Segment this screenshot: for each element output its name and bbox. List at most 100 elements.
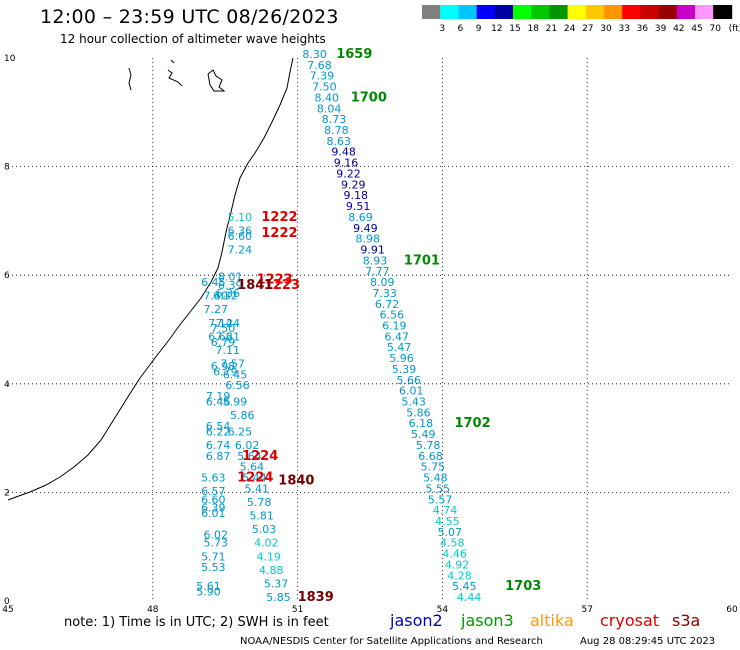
wave-height-label: 7.27 bbox=[203, 303, 228, 316]
wave-height-label: 6.45 bbox=[201, 276, 226, 289]
wave-height-label: 6.98 bbox=[211, 360, 236, 373]
x-tick-label: 54 bbox=[437, 605, 449, 615]
map-axes: 45 48 51 54 57 60 0 2 4 6 8 10 bbox=[2, 54, 738, 615]
island-path bbox=[128, 67, 132, 91]
legend-tick-label: 27 bbox=[582, 24, 593, 34]
wave-height-label: 6.66 bbox=[208, 330, 233, 343]
wave-height-label: 6.46 bbox=[206, 396, 231, 409]
wave-height-label: 8.09 bbox=[370, 276, 395, 289]
wave-height-label: 5.47 bbox=[387, 341, 412, 354]
pass-time-label: 1703 bbox=[505, 579, 541, 594]
wave-height-label: 6.32 bbox=[213, 290, 238, 303]
legend-swatch bbox=[549, 5, 569, 19]
wave-height-label: 5.99 bbox=[223, 396, 248, 409]
legend-tick-label: 70 bbox=[709, 24, 721, 34]
wave-height-label: 5.37 bbox=[264, 577, 289, 590]
wave-height-label: 5.63 bbox=[201, 472, 226, 485]
wave-height-label: 5.44 bbox=[242, 472, 266, 485]
wave-height-label: 4.46 bbox=[442, 548, 467, 561]
wave-height-label: 7.33 bbox=[372, 287, 397, 300]
legend-tick-label: 30 bbox=[600, 24, 612, 34]
legend-tick-label: 33 bbox=[618, 24, 629, 34]
pass-time-label: 1700 bbox=[351, 90, 387, 105]
wave-height-label: 8.04 bbox=[317, 102, 342, 115]
wave-height-label: 6.74 bbox=[206, 439, 231, 452]
wave-height-label: 6.02 bbox=[235, 439, 260, 452]
wave-height-label: 4.44 bbox=[457, 591, 482, 604]
wave-height-label: 7.40 bbox=[203, 290, 228, 303]
wave-height-label: 9.49 bbox=[353, 222, 378, 235]
wave-height-label: 4.02 bbox=[254, 537, 279, 550]
wave-height-label: 5.71 bbox=[201, 550, 226, 563]
wave-height-label: 5.43 bbox=[401, 396, 426, 409]
wave-height-label: 9.91 bbox=[360, 243, 385, 256]
wave-height-label: 6.47 bbox=[384, 330, 409, 343]
wave-height-label: 6.02 bbox=[203, 529, 228, 542]
wave-height-label: 7.24 bbox=[228, 243, 253, 256]
wave-height-label: 7.50 bbox=[312, 81, 337, 94]
timestamp-text: Aug 28 08:29:45 UTC 2023 bbox=[580, 636, 715, 647]
wave-height-label: 5.81 bbox=[249, 510, 273, 523]
wave-height-label: 7.14 bbox=[208, 317, 233, 330]
pass-time-label: 1223 bbox=[264, 278, 300, 293]
y-tick-label: 2 bbox=[4, 488, 10, 498]
wave-height-label: 7.77 bbox=[365, 265, 390, 278]
legend-tick-label: 18 bbox=[527, 24, 539, 34]
wave-height-label: 8.98 bbox=[356, 233, 381, 246]
wave-height-label: 6.36 bbox=[216, 287, 241, 300]
wave-height-label: 6.39 bbox=[201, 501, 226, 514]
wave-height-label: 6.19 bbox=[382, 320, 407, 333]
wave-height-label: 8.01 bbox=[218, 271, 243, 284]
wave-height-label: 8.63 bbox=[327, 135, 352, 148]
wave-height-label: 6.01 bbox=[399, 385, 424, 398]
wave-height-label: 5.10 bbox=[228, 211, 253, 224]
wave-height-label: 6.57 bbox=[201, 485, 226, 498]
wave-height-label: 6.39 bbox=[218, 279, 243, 292]
wave-height-label: 4.55 bbox=[435, 515, 460, 528]
wave-height-label: 4.58 bbox=[440, 537, 465, 550]
satellite-legend-jason2: jason2 bbox=[389, 611, 443, 630]
legend-swatch bbox=[531, 5, 551, 19]
wave-height-label: 6.01 bbox=[201, 507, 226, 520]
x-tick-label: 45 bbox=[2, 605, 13, 615]
wave-height-label: 5.57 bbox=[428, 493, 453, 506]
credit-text: NOAA/NESDIS Center for Satellite Applica… bbox=[240, 636, 543, 647]
wave-height-label: 6.79 bbox=[213, 366, 238, 379]
wave-height-label: 5.07 bbox=[438, 526, 463, 539]
legend-tick-label: 3 bbox=[439, 24, 445, 34]
y-tick-label: 4 bbox=[4, 380, 10, 390]
satellite-legend-cryosat: cryosat bbox=[600, 611, 659, 630]
wave-height-label: 7.57 bbox=[220, 358, 245, 371]
pass-time-label: 1224 bbox=[242, 449, 278, 464]
wave-height-label: 5.78 bbox=[416, 439, 441, 452]
wave-height-label: 6.60 bbox=[201, 493, 226, 506]
wave-height-label: 4.88 bbox=[259, 564, 284, 577]
wave-height-label: 6.56 bbox=[380, 309, 405, 322]
legend-swatch bbox=[713, 5, 733, 19]
coastline bbox=[7, 57, 294, 501]
legend-swatch bbox=[422, 5, 441, 19]
map-title: 12:00 – 23:59 UTC 08/26/2023 bbox=[40, 6, 339, 28]
wave-height-label: 6.22 bbox=[206, 425, 231, 438]
satellite-legend-altika: altika bbox=[530, 611, 574, 630]
map-grid bbox=[8, 58, 732, 601]
legend-tick-label: 39 bbox=[655, 24, 667, 34]
legend-tick-label: 45 bbox=[691, 24, 702, 34]
wave-height-label: 9.16 bbox=[334, 157, 359, 170]
wave-height-label: 5.75 bbox=[421, 461, 446, 474]
pass-time-label: 1659 bbox=[336, 47, 372, 62]
wave-height-label: 9.29 bbox=[341, 178, 366, 191]
legend-swatch bbox=[567, 5, 587, 19]
legend-swatch bbox=[640, 5, 660, 19]
wave-height-label: 7.68 bbox=[307, 59, 332, 72]
wave-height-label: 5.48 bbox=[423, 472, 448, 485]
wave-height-label: 7.11 bbox=[216, 344, 241, 357]
island-path bbox=[207, 69, 226, 92]
note-text: note: 1) Time is in UTC; 2) SWH is in fe… bbox=[64, 615, 329, 630]
legend-swatch bbox=[695, 5, 714, 19]
legend-swatch bbox=[458, 5, 478, 19]
wave-height-label: 8.78 bbox=[324, 124, 349, 137]
